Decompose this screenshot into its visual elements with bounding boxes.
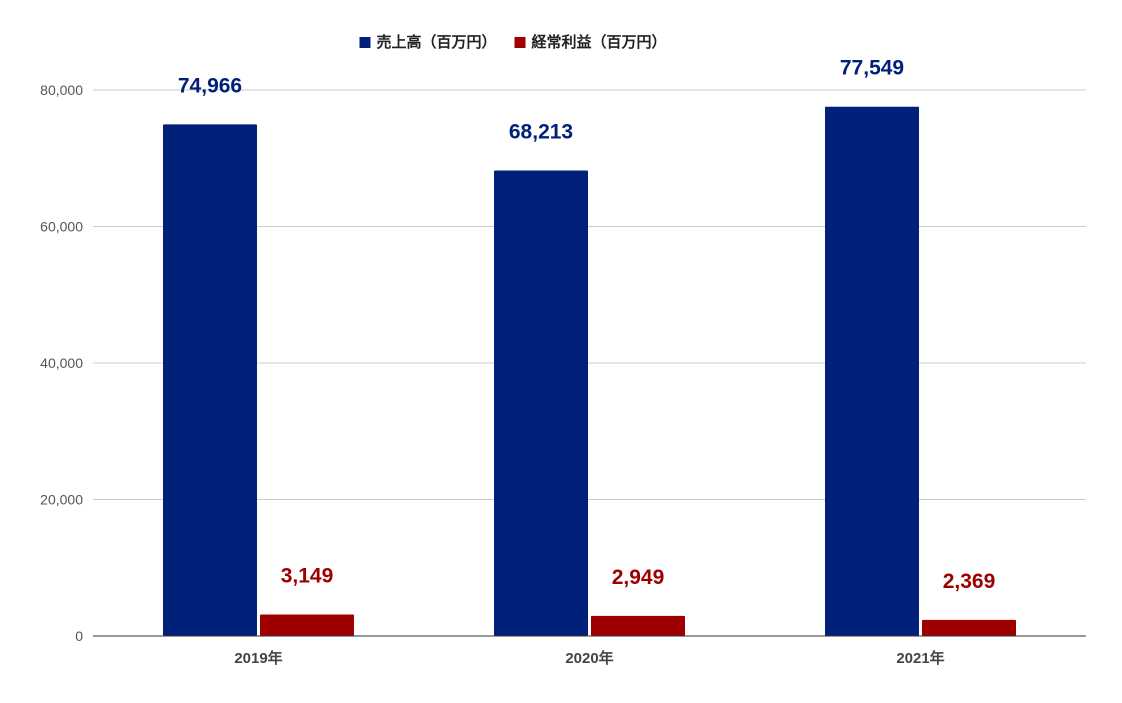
y-tick-label: 0 [75,628,83,644]
bar [163,124,257,636]
x-tick-label: 2019年 [234,649,282,667]
legend-swatch [514,37,526,48]
data-label: 77,549 [840,57,904,80]
y-axis: 0 20,000 40,000 60,000 80,000 [40,82,83,644]
x-tick-label: 2021年 [896,649,944,667]
y-tick-label: 60,000 [40,219,83,235]
gridlines [93,89,1086,500]
legend-item: 経常利益（百万円） [514,33,667,51]
data-label: 3,149 [281,565,334,588]
bar [825,106,919,636]
y-tick-label: 40,000 [40,355,83,371]
x-axis: 2019年 2020年 2021年 [93,635,1086,667]
x-tick-label: 2020年 [565,649,613,667]
data-label: 68,213 [509,120,573,143]
data-labels: 74,966 3,149 68,213 2,949 77,549 2,369 [178,57,995,593]
legend-swatch [359,37,371,48]
legend-label: 売上高（百万円） [376,33,496,51]
legend: 売上高（百万円） 経常利益（百万円） [359,33,667,51]
legend-label: 経常利益（百万円） [532,33,667,51]
data-label: 74,966 [178,74,242,97]
bar [494,170,588,636]
bar [922,619,1016,636]
bar [260,614,354,636]
y-tick-label: 20,000 [40,492,83,508]
bars [163,106,1016,636]
data-label: 2,949 [612,566,665,589]
legend-item: 売上高（百万円） [359,33,497,51]
bar [591,615,685,636]
data-label: 2,369 [943,570,996,593]
y-tick-label: 80,000 [40,82,83,98]
